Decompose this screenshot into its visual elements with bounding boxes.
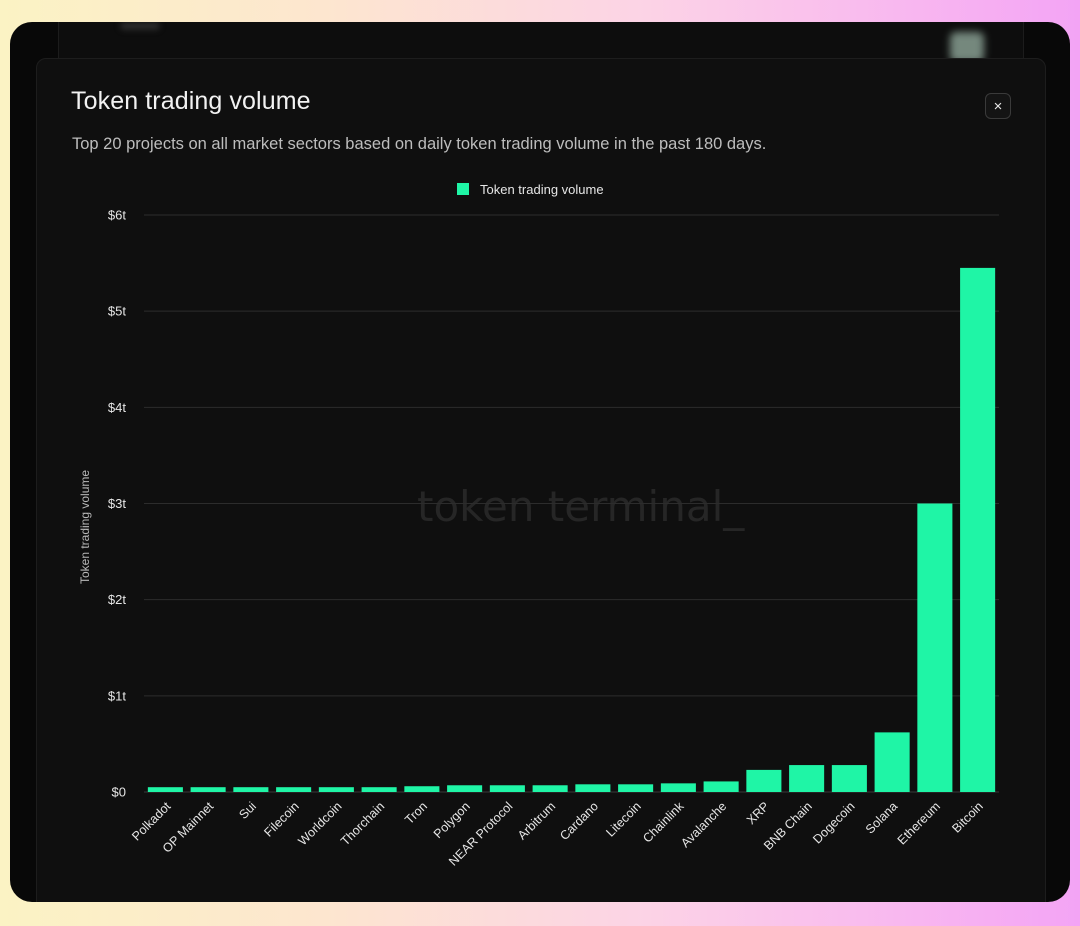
y-tick-label: $5t xyxy=(108,304,126,319)
background-blurred-text xyxy=(120,22,160,30)
x-tick-label: Solana xyxy=(863,799,900,836)
bar-litecoin[interactable] xyxy=(618,784,654,792)
bar-bnb-chain[interactable] xyxy=(789,765,825,792)
x-tick-label: Thorchain xyxy=(338,799,387,848)
x-tick-label: Dogecoin xyxy=(810,799,857,846)
bar-tron[interactable] xyxy=(404,786,440,792)
x-tick-label: Filecoin xyxy=(261,799,301,839)
x-tick-label: Polygon xyxy=(431,799,473,841)
modal-title: Token trading volume xyxy=(71,87,311,115)
y-tick-label: $3t xyxy=(108,496,126,511)
chart-modal: Token trading volume Top 20 projects on … xyxy=(36,58,1046,902)
x-tick-label: Worldcoin xyxy=(295,799,344,848)
grid-lines xyxy=(144,214,999,793)
window-frame: Token trading volume Top 20 projects on … xyxy=(10,22,1070,902)
x-tick-label: Arbitrum xyxy=(515,799,558,842)
bar-avalanche[interactable] xyxy=(703,781,739,792)
bar-cardano[interactable] xyxy=(575,784,611,792)
x-tick-label: Cardano xyxy=(557,799,601,843)
bars xyxy=(147,267,996,793)
chart-legend[interactable]: Token trading volume xyxy=(457,182,604,197)
bar-near-protocol[interactable] xyxy=(489,785,525,792)
x-tick-label: Sui xyxy=(236,799,259,822)
y-axis-ticks: $0 $1t $2t $3t $4t $5t $6t xyxy=(108,208,126,800)
bar-bitcoin[interactable] xyxy=(960,267,996,792)
legend-label: Token trading volume xyxy=(480,182,604,197)
x-tick-label: XRP xyxy=(744,799,772,827)
x-tick-label: Polkadot xyxy=(129,799,174,844)
y-axis-label: Token trading volume xyxy=(78,470,92,584)
bar-chainlink[interactable] xyxy=(660,783,696,792)
close-icon: × xyxy=(993,97,1003,115)
bar-filecoin[interactable] xyxy=(276,787,312,792)
bar-op-mainnet[interactable] xyxy=(190,787,226,792)
x-tick-label: Tron xyxy=(402,799,430,827)
x-tick-label: Litecoin xyxy=(603,799,643,839)
background-blurred-avatar xyxy=(950,32,984,62)
bar-chart: token terminal_ Token trading volume Tok… xyxy=(78,182,999,869)
x-tick-label: Bitcoin xyxy=(949,799,985,835)
modal-subtitle: Top 20 projects on all market sectors ba… xyxy=(72,135,767,153)
bar-arbitrum[interactable] xyxy=(532,785,568,792)
y-tick-label: $2t xyxy=(108,592,126,607)
bar-polkadot[interactable] xyxy=(147,787,183,792)
bar-sui[interactable] xyxy=(233,787,269,792)
bar-xrp[interactable] xyxy=(746,769,782,792)
x-tick-label: Avalanche xyxy=(678,799,729,850)
watermark: token terminal_ xyxy=(417,482,745,531)
bar-ethereum[interactable] xyxy=(917,503,953,793)
legend-swatch xyxy=(457,183,469,195)
x-tick-label: Ethereum xyxy=(895,799,943,847)
bar-thorchain[interactable] xyxy=(361,787,397,792)
y-tick-label: $1t xyxy=(108,688,126,703)
bar-dogecoin[interactable] xyxy=(831,765,867,792)
bar-solana[interactable] xyxy=(874,732,910,792)
y-tick-label: $4t xyxy=(108,400,126,415)
bar-worldcoin[interactable] xyxy=(318,787,354,792)
y-tick-label: $0 xyxy=(112,785,126,800)
close-button[interactable]: × xyxy=(985,93,1011,119)
bar-polygon[interactable] xyxy=(447,785,483,792)
y-tick-label: $6t xyxy=(108,208,126,223)
